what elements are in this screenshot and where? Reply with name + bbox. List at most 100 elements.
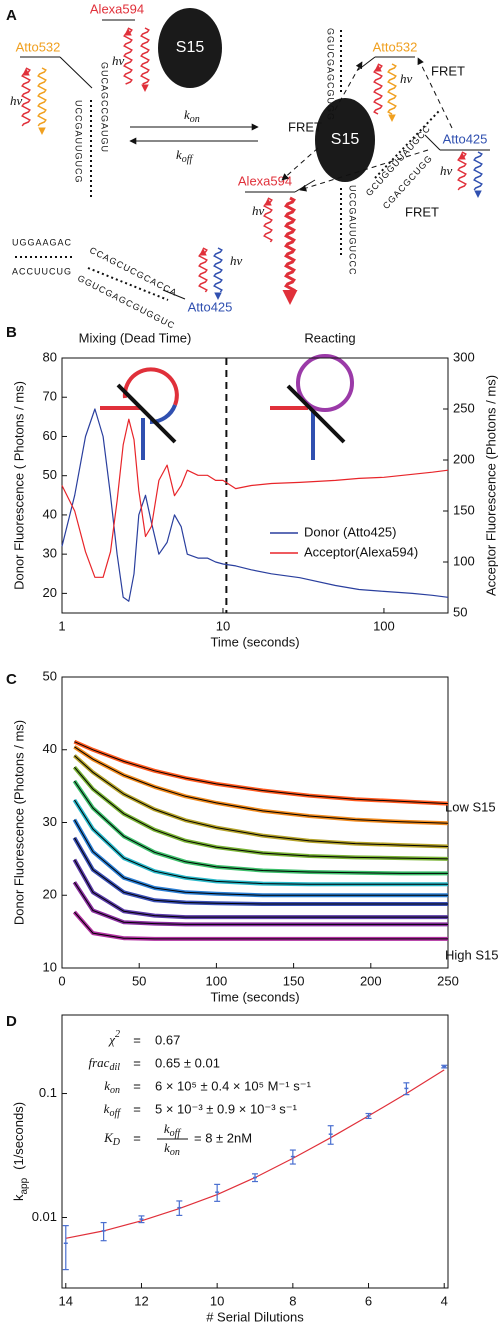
y2-tick-label: 150 [453,502,475,517]
rate-symbol: k [184,107,190,122]
y-tick-label: 10 [43,959,57,974]
fit-line [73,837,448,905]
protein [315,98,375,182]
equation-equals: = [133,1101,141,1116]
photon-label: hν [112,53,125,68]
y2-tick-label: 200 [453,451,475,466]
y-tick-label: 20 [43,887,57,902]
fit-line [74,746,449,824]
equation-lhs: fracdil [88,1055,120,1073]
plot-frame [61,1014,449,1289]
fit-line [74,741,449,805]
fraction-symbol: k [164,1140,170,1155]
photon-arrowhead [282,290,298,305]
y-tick-label: 80 [43,349,57,364]
x-tick-label: 8 [289,1293,296,1308]
photon-wave [283,196,297,297]
photon-wave [21,67,31,127]
photon-arrowhead [141,84,149,92]
x-tick-label: 100 [373,618,395,633]
equation-subscript: on [110,1085,120,1096]
equation-symbol: k [104,1078,110,1093]
rate-label: koff [176,147,194,165]
fit-line [73,780,448,874]
fit-line [74,755,449,847]
x-tick-label: 10 [216,618,230,633]
photon-label: hν [230,253,243,268]
equation-equals: = [133,1032,141,1047]
fret-label: FRET [431,63,465,78]
photon-arrowhead [458,152,466,160]
fret-label: FRET [405,204,439,219]
x-tick-label: 0 [58,973,65,988]
rate-label: kon [184,107,200,125]
y-axis-unit: (1/seconds) [11,1102,26,1170]
annotation: Reacting [304,330,355,345]
legend-label: Acceptor(Alexa594) [304,544,418,559]
dye-label: Atto532 [373,39,418,54]
y-tick-label: 0.01 [32,1209,57,1224]
photon-wave [140,27,150,85]
annotation: Mixing (Dead Time) [79,330,192,345]
y-axis-symbol: k [11,1194,26,1201]
x-tick-label: 250 [437,973,459,988]
panel-label: C [6,671,17,688]
x-tick-label: 100 [206,973,228,988]
photon-wave [213,247,223,293]
y2-tick-label: 300 [453,349,475,364]
equation-lhs: KD [103,1130,121,1148]
photon-label: hν [252,203,265,218]
data-line [73,745,449,826]
y-tick-label: 30 [43,814,57,829]
x-tick-label: 10 [210,1293,224,1308]
equation-lhs: χ2 [107,1029,120,1047]
y2-tick-label: 100 [453,553,475,568]
dye-label: Alexa594 [90,1,144,16]
error-bar [100,1221,107,1242]
data-line [61,408,449,602]
data-line [72,858,448,920]
fit-line [73,799,448,885]
protein [158,8,222,88]
x-tick-label: 150 [283,973,305,988]
legend-label: Donor (Atto425) [304,524,397,539]
y-tick-label: 70 [43,389,57,404]
equation-rhs: = 8 ± 2nM [194,1130,252,1145]
equation-lhs: kon [104,1078,120,1096]
rna-sequence: UCCGAUUGUCG [74,100,84,184]
protein-label: S15 [331,131,360,148]
photon-arrowhead [388,114,396,122]
fit-line [74,766,449,860]
fraction-symbol: k [164,1121,170,1136]
y-tick-label: 50 [43,467,57,482]
photon-wave [123,27,133,85]
x-tick-label: 50 [132,973,146,988]
data-line [61,418,449,578]
photon-label: hν [10,93,23,108]
annotation: High S15 [445,947,498,962]
fraction-subscript: on [170,1147,180,1158]
equation-subscript: dil [109,1062,120,1073]
x-tick-label: 12 [134,1293,148,1308]
equation-rhs: 6 × 10⁵ ± 0.4 × 10⁵ M⁻¹ s⁻¹ [155,1078,312,1093]
panel-label: D [6,1013,17,1030]
photon-arrowhead [124,28,132,36]
schematic [100,354,354,460]
rna-sequence: UGGAAGAC [12,237,72,247]
rna-sequence: GUCAGCCGAUGU [100,62,110,153]
rate-symbol: k [176,147,182,162]
photon-arrowhead [38,127,46,135]
x-tick-label: 14 [59,1293,73,1308]
base-pairs [15,30,441,301]
panel-label: A [6,7,17,24]
data-line [73,739,449,806]
rna-sequence: CGACGCUGG [381,153,435,211]
fraction-subscript: off [170,1128,182,1139]
x-tick-label: 4 [441,1293,448,1308]
x-axis-label: Time (seconds) [210,989,299,1004]
equation-equals: = [133,1055,141,1070]
fit-line [74,911,448,940]
photon-wave [387,63,397,115]
fit-line [73,859,448,918]
